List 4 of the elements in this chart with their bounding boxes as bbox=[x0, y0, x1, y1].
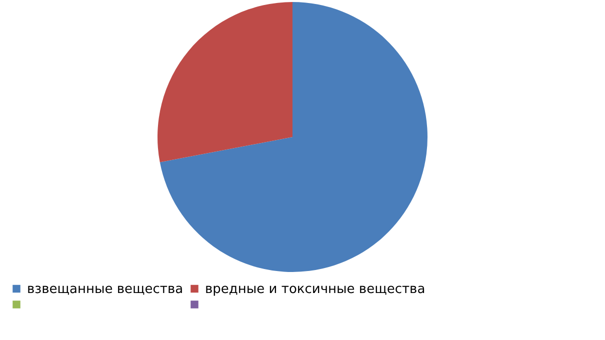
pie-slice bbox=[160, 2, 428, 272]
legend-label: взвещанные вещества bbox=[27, 282, 184, 297]
pie-slice bbox=[158, 2, 292, 162]
legend-label: вредные и токсичные вещества bbox=[205, 282, 426, 297]
